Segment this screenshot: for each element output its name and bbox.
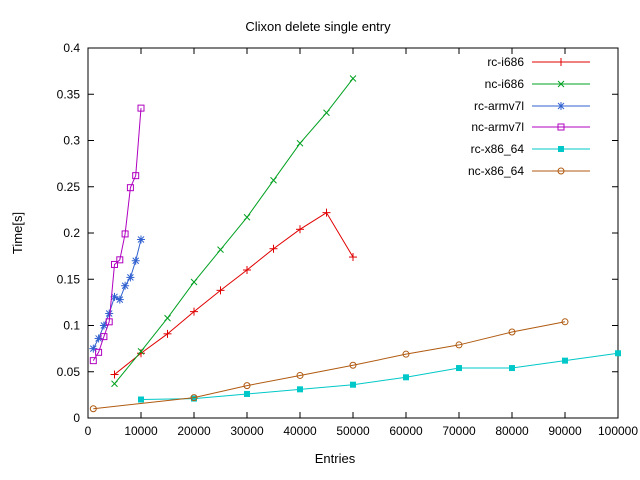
x-tick-label: 60000 [389, 424, 423, 438]
x-tick-label: 50000 [336, 424, 370, 438]
y-axis-label: Time[s] [10, 212, 25, 254]
series-rc-armv7l [89, 235, 145, 353]
legend-entry-nc-i686: nc-i686 [485, 77, 590, 91]
x-tick-label: 20000 [177, 424, 211, 438]
x-tick-label: 100000 [598, 424, 638, 438]
legend-entry-nc-x86_64: nc-x86_64 [468, 164, 590, 178]
x-tick-label: 30000 [230, 424, 264, 438]
chart-title: Clixon delete single entry [245, 19, 391, 34]
legend-label: rc-x86_64 [471, 142, 525, 156]
series-rc-x86_64 [138, 350, 621, 403]
series-nc-i686 [111, 75, 357, 388]
legend-label: nc-armv7l [471, 120, 524, 134]
y-tick-label: 0.25 [57, 180, 81, 194]
series-rc-i686 [110, 208, 357, 379]
x-tick-label: 80000 [495, 424, 529, 438]
x-tick-label: 40000 [283, 424, 317, 438]
series-nc-x86_64 [89, 318, 569, 413]
legend-label: nc-i686 [485, 77, 525, 91]
y-tick-label: 0 [73, 411, 80, 425]
legend-entry-nc-armv7l: nc-armv7l [471, 120, 590, 134]
series-nc-armv7l [89, 104, 145, 365]
y-tick-label: 0.3 [63, 134, 80, 148]
y-tick-label: 0.15 [57, 272, 81, 286]
x-tick-label: 70000 [442, 424, 476, 438]
y-tick-label: 0.05 [57, 365, 81, 379]
x-tick-label: 0 [85, 424, 92, 438]
legend-label: rc-armv7l [474, 99, 524, 113]
y-tick-label: 0.2 [63, 226, 80, 240]
x-axis-label: Entries [315, 451, 356, 466]
legend-entry-rc-i686: rc-i686 [487, 55, 590, 69]
legend-label: nc-x86_64 [468, 164, 524, 178]
y-tick-label: 0.1 [63, 319, 80, 333]
y-tick-label: 0.4 [63, 41, 80, 55]
legend-entry-rc-x86_64: rc-x86_64 [471, 142, 590, 156]
x-tick-label: 10000 [124, 424, 158, 438]
legend-entry-rc-armv7l: rc-armv7l [474, 99, 590, 113]
legend-label: rc-i686 [487, 55, 524, 69]
y-tick-label: 0.35 [57, 87, 81, 101]
x-tick-label: 90000 [548, 424, 582, 438]
